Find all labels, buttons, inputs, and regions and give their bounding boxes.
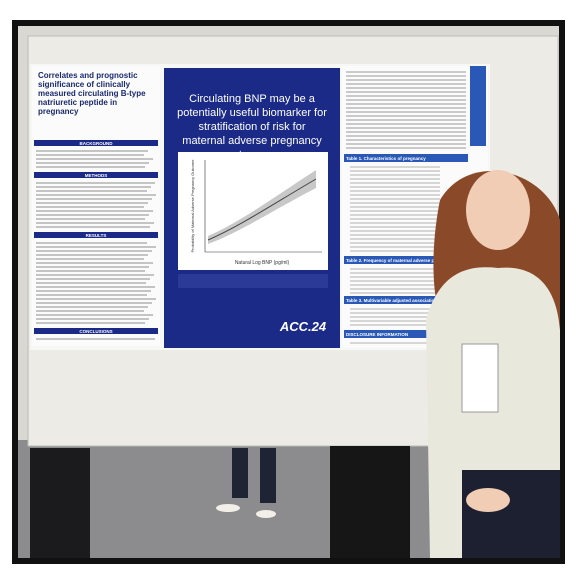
skirt	[462, 470, 560, 558]
tables: Table 1. Characteristics of pregnancy Tab…	[344, 71, 477, 344]
table-header-bar	[344, 330, 468, 338]
section-header: RESULTS	[86, 233, 107, 238]
text-line: maternal adverse pregnancy	[182, 135, 322, 147]
shoe	[216, 504, 240, 512]
text-line: Circulating BNP may be a	[189, 93, 316, 105]
side-banner	[470, 66, 486, 146]
person-mid	[330, 446, 410, 558]
text-line: measured circulating B-type	[38, 89, 146, 98]
face	[466, 170, 530, 250]
section-bar	[34, 140, 158, 146]
table-header: Table 2. Frequency of maternal adverse p…	[346, 258, 477, 263]
section-header: CONCLUSIONS	[79, 329, 112, 334]
poster-title: Correlates and prognostic significance of…	[38, 71, 146, 116]
table-header: Table 1. Characteristics of pregnancy	[346, 156, 426, 161]
y-label: Probability of Maternal Adverse Pregnanc…	[190, 159, 195, 253]
section-bar	[34, 232, 158, 238]
ci-band	[208, 170, 316, 244]
table-header-bar	[344, 296, 468, 304]
curve	[207, 178, 317, 241]
x-label: Natural Log BNP (pg/ml)	[235, 260, 290, 266]
shoe	[256, 510, 276, 518]
figure	[178, 152, 328, 270]
hands	[466, 488, 510, 512]
section-header: BACKGROUND	[80, 141, 114, 146]
table-header-bar	[344, 256, 468, 264]
section-bar	[34, 172, 158, 178]
text-line: stratification of risk for	[199, 121, 306, 133]
badge	[461, 343, 499, 413]
person-left	[30, 448, 90, 558]
text-line: natriuretic peptide in	[38, 98, 117, 107]
legs	[232, 448, 248, 498]
section-bar	[34, 328, 158, 334]
caption	[178, 274, 328, 288]
table-header-bar	[344, 154, 468, 162]
table-header: DISCLOSURE INFORMATION	[346, 332, 408, 337]
section-header: METHODS	[85, 173, 108, 178]
legs	[260, 448, 276, 503]
logo: ACC.24	[279, 319, 327, 334]
text-line: significance of clinically	[38, 80, 131, 89]
table-header: Table 3. Multivariable adjusted associat…	[346, 298, 440, 303]
text-line: potentially useful biomarker for	[177, 107, 327, 119]
body-text: BACKGROUND METHODS RESULTS CONCLUSIONS	[34, 140, 158, 340]
text-line: pregnancy	[38, 107, 79, 116]
text-line: Correlates and prognostic	[38, 71, 138, 80]
